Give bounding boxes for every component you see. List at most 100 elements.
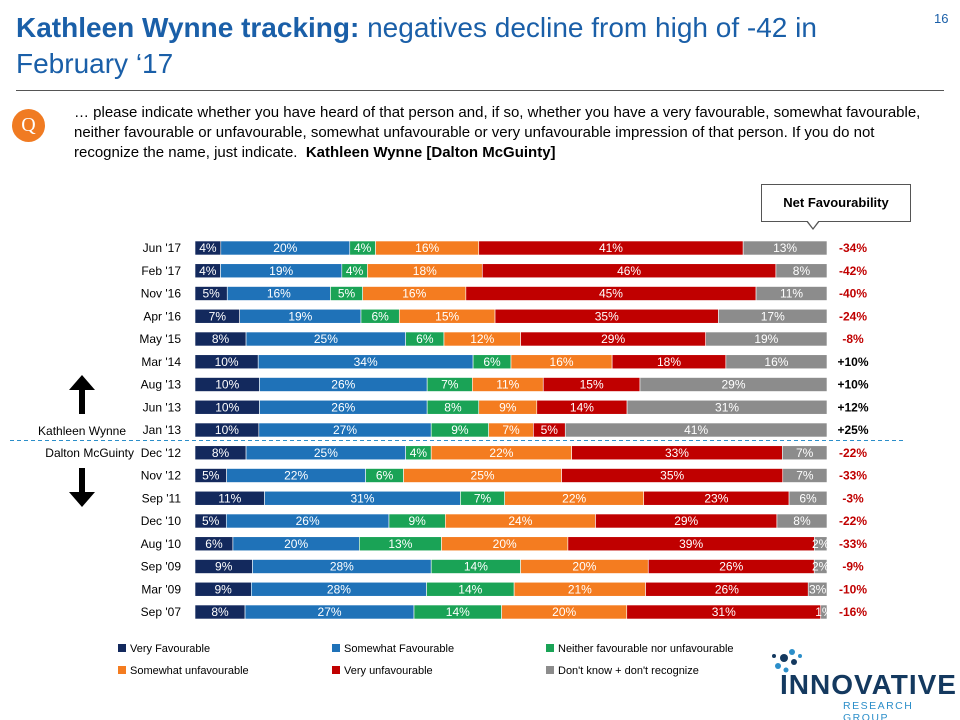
bar-segment: [742, 240, 828, 256]
net-favourability-value: -42%: [839, 264, 867, 278]
bar-data-label: 25%: [314, 446, 338, 460]
bar-data-label: 19%: [754, 332, 778, 346]
bar-data-label: 34%: [354, 355, 378, 369]
bar-data-label: 19%: [269, 264, 293, 278]
bar-data-label: 14%: [446, 605, 470, 619]
bar-data-label: 7%: [209, 309, 227, 323]
bar-data-label: 21%: [568, 582, 592, 596]
row-label: Jan '13: [143, 423, 182, 437]
question-text: … please indicate whether you have heard…: [74, 103, 934, 163]
legend-item: Very Favourable: [118, 642, 210, 656]
bar-data-label: 7%: [441, 378, 459, 392]
row-label: Dec '12: [141, 446, 182, 460]
net-favourability-value: -33%: [839, 537, 867, 551]
bar-data-label: 6%: [416, 332, 434, 346]
row-label: Dec '10: [141, 514, 182, 528]
row-label: Mar '09: [141, 582, 181, 596]
row-label: Mar '14: [141, 355, 181, 369]
legend-swatch: [118, 666, 126, 674]
bar-data-label: 29%: [674, 514, 698, 528]
bar-data-label: 28%: [327, 582, 351, 596]
row-label: Aug '13: [141, 378, 182, 392]
row-label: Feb '17: [141, 264, 181, 278]
bar-data-label: 1%: [815, 605, 833, 619]
bar-data-label: 18%: [413, 264, 437, 278]
up-arrow-icon: [69, 375, 95, 414]
row-label: Nov '12: [141, 469, 182, 483]
logo-word: INNOVATIVE: [780, 669, 957, 700]
legend-item: Very unfavourable: [332, 664, 433, 678]
bar-data-label: 15%: [435, 309, 459, 323]
leader-label-mcguinty: Dalton McGuinty: [45, 446, 134, 460]
bar-data-label: 35%: [595, 309, 619, 323]
net-favourability-value: -40%: [839, 287, 867, 301]
bar-data-label: 26%: [715, 582, 739, 596]
net-favourability-value: -9%: [842, 560, 864, 574]
net-favourability-value: +25%: [837, 423, 868, 437]
bar-data-label: 2%: [812, 560, 830, 574]
bar-segment: [725, 354, 828, 370]
net-favourability-value: -22%: [839, 514, 867, 528]
bar-data-label: 8%: [212, 446, 230, 460]
bar-segment: [782, 445, 828, 461]
row-label: Jun '17: [143, 241, 182, 255]
net-favourability-value: -8%: [842, 332, 864, 346]
bar-segment: [814, 536, 828, 552]
bar-data-label: 26%: [331, 378, 355, 392]
chart-rows: Jun '17 4% 20% 4% 16% 41% 13% -34% Feb '17 4% 19% 4…: [139, 240, 869, 620]
bar-data-label: 9%: [214, 582, 232, 596]
bar-data-label: 12%: [470, 332, 494, 346]
bar-segment: [755, 286, 828, 301]
bar-segment: [813, 559, 828, 574]
bar-data-label: 20%: [273, 241, 297, 255]
bar-data-label: 41%: [599, 241, 623, 255]
bar-data-label: 6%: [371, 309, 389, 323]
question-body: … please indicate whether you have heard…: [74, 104, 921, 161]
bar-segment: [775, 263, 828, 279]
legend-item: Neither favourable nor unfavourable: [546, 642, 734, 656]
bar-data-label: 6%: [799, 491, 817, 505]
bar-data-label: 20%: [284, 537, 308, 551]
bar-segment: [807, 581, 828, 597]
bar-data-label: 9%: [408, 514, 426, 528]
legend-item: Don't know + don't recognize: [546, 664, 699, 678]
legend-item: Somewhat Favourable: [332, 642, 454, 656]
question-badge-icon: Q: [12, 109, 45, 142]
bar-data-label: 23%: [704, 491, 728, 505]
bar-data-label: 19%: [288, 309, 312, 323]
bar-data-label: 6%: [205, 537, 223, 551]
bar-data-label: 8%: [793, 264, 811, 278]
bar-data-label: 5%: [338, 287, 356, 301]
bar-data-label: 5%: [202, 514, 220, 528]
title-rest: negatives decline from high of -42 in Fe…: [16, 12, 817, 79]
bar-data-label: 9%: [451, 423, 469, 437]
net-favourability-value: -10%: [839, 582, 867, 596]
innovative-logo-icon: [772, 649, 802, 673]
bar-data-label: 16%: [402, 287, 426, 301]
legend-swatch: [332, 644, 340, 652]
bar-data-label: 11%: [218, 491, 241, 505]
net-favourability-value: +10%: [837, 355, 868, 369]
bar-data-label: 35%: [660, 469, 684, 483]
bar-data-label: 7%: [796, 469, 814, 483]
logo-subtitle: RESEARCH GROUP: [843, 700, 914, 720]
legend-item: Somewhat unfavourable: [118, 664, 249, 678]
bar-data-label: 8%: [212, 332, 230, 346]
bar-data-label: 16%: [550, 355, 574, 369]
bar-data-label: 31%: [715, 400, 739, 414]
legend-label: Somewhat unfavourable: [130, 665, 249, 677]
row-label: Sep '07: [141, 605, 182, 619]
bar-data-label: 14%: [570, 400, 594, 414]
net-favourability-header: Net Favourability: [761, 184, 911, 222]
bar-data-label: 39%: [679, 537, 703, 551]
legend-label: Don't know + don't recognize: [558, 665, 699, 677]
bar-data-label: 20%: [552, 605, 576, 619]
bar-data-label: 16%: [415, 241, 439, 255]
bar-data-label: 25%: [471, 469, 495, 483]
bar-data-label: 28%: [330, 560, 354, 574]
bar-data-label: 7%: [474, 491, 492, 505]
bar-data-label: 16%: [764, 355, 788, 369]
bar-data-label: 29%: [601, 332, 625, 346]
net-favourability-value: -22%: [839, 446, 867, 460]
leader-label-wynne: Kathleen Wynne: [38, 424, 126, 438]
